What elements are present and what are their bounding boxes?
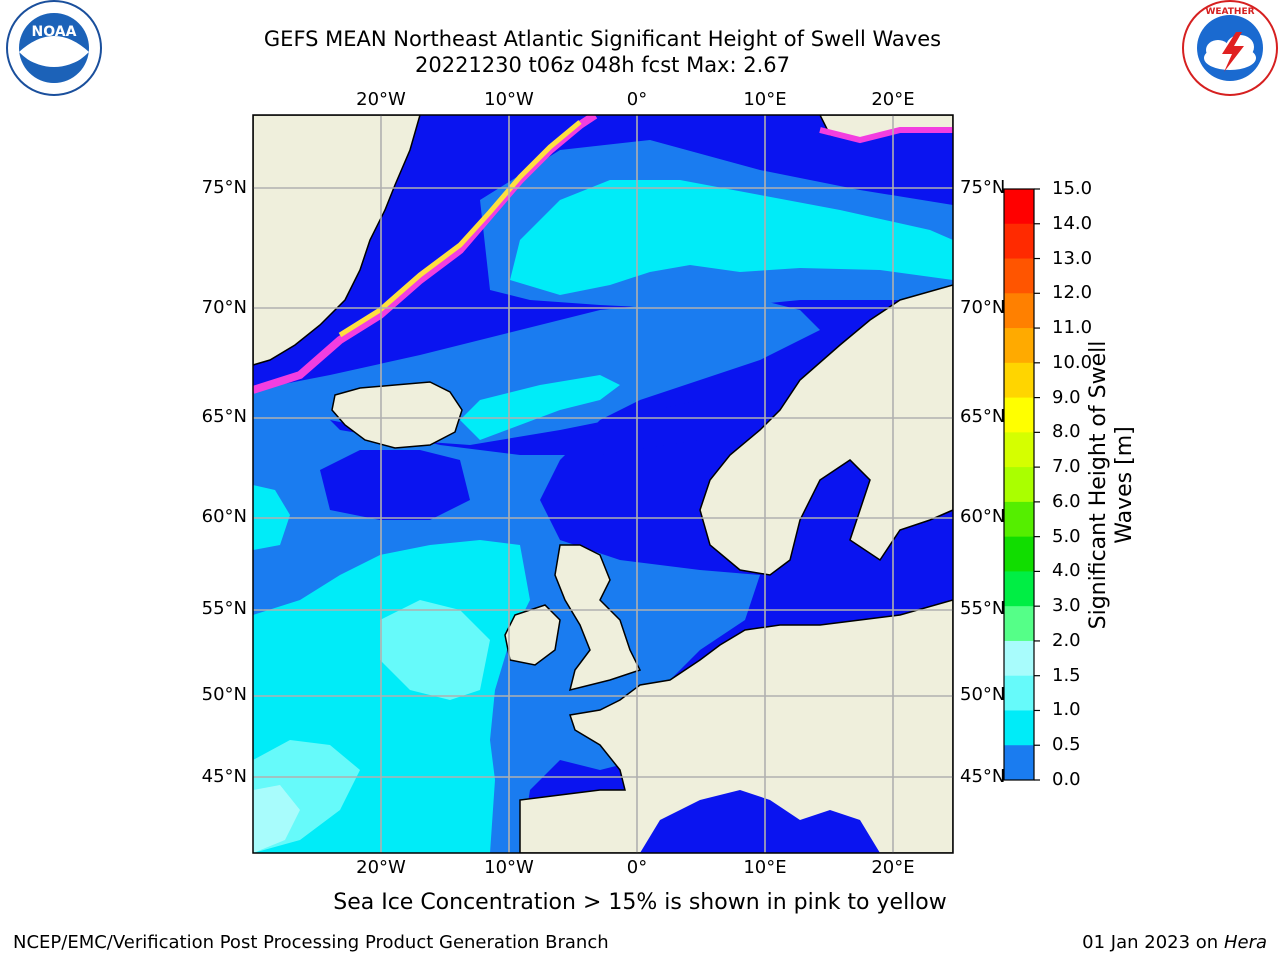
lon-label-top-20w: 20°W	[356, 89, 406, 110]
lat-label-left-45n: 45°N	[201, 766, 247, 787]
nws-logo-icon: WEATHER	[1182, 0, 1278, 96]
colorbar-tick-label: 1.0	[1052, 699, 1081, 721]
land-greenland	[253, 115, 421, 366]
lat-label-left-70n: 70°N	[201, 297, 247, 318]
swell-zone-deep-iceland	[320, 450, 470, 520]
colorbar-segment	[1004, 432, 1034, 468]
lon-label-top-20e: 20°E	[871, 89, 915, 110]
colorbar-tick-label: 14.0	[1052, 212, 1093, 234]
lon-label-bottom-10e: 10°E	[743, 857, 787, 878]
lat-label-right-75n: 75°N	[960, 177, 1006, 198]
nws-logo-ring-text: WEATHER	[1205, 7, 1254, 17]
lat-label-left-65n: 65°N	[201, 406, 247, 427]
colorbar-segment	[1004, 710, 1034, 746]
colorbar-tick-label: 7.0	[1052, 456, 1081, 478]
land-iceland	[331, 381, 463, 449]
colorbar-tick-label: 5.0	[1052, 525, 1081, 547]
lon-label-top-10w: 10°W	[484, 89, 534, 110]
colorbar-segment	[1004, 675, 1034, 711]
lon-label-bottom-0: 0°	[626, 857, 648, 878]
lat-label-right-55n: 55°N	[960, 598, 1006, 619]
swell-zone-pale	[253, 785, 300, 853]
lat-label-right-60n: 60°N	[960, 506, 1006, 527]
lat-label-left-60n: 60°N	[201, 506, 247, 527]
lat-label-right-70n: 70°N	[960, 297, 1006, 318]
colorbar-tick-label: 15.0	[1052, 178, 1093, 199]
lon-label-bottom-10w: 10°W	[484, 857, 534, 878]
swell-zone-light-center	[380, 600, 490, 700]
colorbar-tick-label: 0.0	[1052, 769, 1081, 790]
colorbar-tick-label: 12.0	[1052, 282, 1093, 304]
colorbar-tick-label: 10.0	[1052, 351, 1093, 373]
swell-zone-cyan-middle	[460, 375, 620, 440]
map-field	[253, 115, 953, 853]
colorbar-segment	[1004, 467, 1034, 503]
colorbar-frame	[1003, 188, 1035, 781]
graticule	[253, 115, 953, 853]
colorbar-tick-label: 11.0	[1052, 317, 1093, 339]
colorbar-segment	[1004, 189, 1034, 225]
colorbar-label: Significant Height of Swell Waves [m]	[1086, 340, 1137, 630]
sea-ice-svalbard	[819, 127, 953, 144]
map-frame	[252, 114, 954, 854]
colorbar-tick-label: 9.0	[1052, 386, 1081, 408]
footer-host: Hera	[1223, 932, 1267, 953]
colorbar-segment	[1004, 571, 1034, 607]
land-ireland	[504, 604, 561, 666]
colorbar-tick-label: 0.5	[1052, 734, 1081, 756]
land-scandinavia	[699, 284, 953, 576]
land-europe-mainland	[519, 599, 953, 853]
lat-label-right-65n: 65°N	[960, 406, 1006, 427]
colorbar-segment	[1004, 536, 1034, 572]
colorbar-segment	[1004, 640, 1034, 677]
noaa-logo-text: NOAA	[32, 24, 77, 40]
colorbar-segment	[1004, 328, 1034, 364]
swell-zone-cyan-north	[510, 180, 953, 295]
colorbar-tick-label: 4.0	[1052, 560, 1081, 582]
colorbar-segment	[1004, 501, 1034, 538]
lon-label-bottom-20w: 20°W	[356, 857, 406, 878]
lat-label-left-75n: 75°N	[201, 177, 247, 198]
map-title: GEFS MEAN Northeast Atlantic Significant…	[263, 27, 942, 51]
colorbar	[1004, 188, 1040, 781]
sea-mediterranean	[640, 790, 880, 853]
lon-label-bottom-20e: 20°E	[871, 857, 915, 878]
lat-label-right-45n: 45°N	[960, 766, 1006, 787]
colorbar-tick-label: 13.0	[1052, 247, 1093, 269]
colorbar-tick-label: 2.0	[1052, 629, 1081, 651]
lat-label-left-55n: 55°N	[201, 598, 247, 619]
colorbar-tick-label: 6.0	[1052, 490, 1081, 512]
colorbar-segment	[1004, 745, 1034, 781]
sea-ice-greenland-yellow	[338, 120, 582, 338]
colorbar-segment	[1004, 397, 1034, 433]
colorbar-segment	[1004, 362, 1034, 399]
land-great-britain	[554, 544, 642, 692]
lat-label-right-50n: 50°N	[960, 684, 1006, 705]
sea-ice-caption: Sea Ice Concentration > 15% is shown in …	[333, 890, 947, 915]
lon-label-top-0: 0°	[626, 89, 648, 110]
colorbar-segment	[1004, 223, 1034, 260]
colorbar-segment	[1004, 606, 1034, 642]
colorbar-tick-label: 3.0	[1052, 595, 1081, 617]
noaa-logo-icon: NOAA	[6, 0, 102, 96]
footer-date-text: 01 Jan 2023 on	[1082, 932, 1224, 953]
colorbar-tick-label: 8.0	[1052, 421, 1081, 443]
map-subtitle: 20221230 t06z 048h fcst Max: 2.67	[415, 53, 790, 77]
footer-date: 01 Jan 2023 on Hera	[1082, 932, 1267, 953]
lat-label-left-50n: 50°N	[201, 684, 247, 705]
lon-label-top-10e: 10°E	[743, 89, 787, 110]
colorbar-segment	[1004, 293, 1034, 329]
colorbar-tick-label: 1.5	[1052, 664, 1081, 686]
colorbar-segment	[1004, 258, 1034, 294]
footer-credit: NCEP/EMC/Verification Post Processing Pr…	[13, 932, 609, 953]
